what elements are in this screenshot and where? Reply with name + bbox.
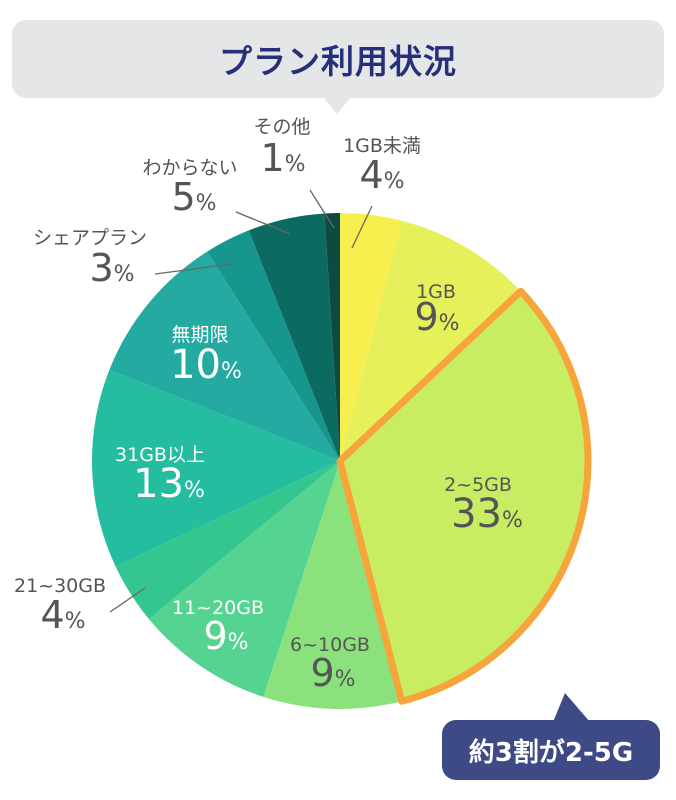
title-bubble: プラン利用状況 [12,20,664,98]
pie-slice-slice-8 [207,230,340,461]
pie-slice-slice-7 [109,251,340,461]
leader-line [309,189,335,229]
slice-value: 3% [89,246,134,290]
pie-slice-6-10gb [263,461,402,710]
slice-value: 4% [40,593,85,637]
leader-line [109,587,146,613]
slice-label: 21~30GB [14,575,106,597]
slice-value: 33% [451,491,523,537]
callout-badge: 約3割が2-5G [442,720,660,780]
pie-slice-slice-10 [324,213,340,461]
slice-label: 6~10GB [290,634,370,656]
slice-label: 11~20GB [172,597,264,619]
slice-label: 無期限 [171,324,228,346]
slice-value: 5% [171,175,216,219]
slice-value: 1% [260,136,305,180]
slice-label: 1GB未満 [343,135,421,157]
pie-slice-2-5gb [340,291,589,702]
pie-slice-31gb [92,369,341,567]
chart-title: プラン利用状況 [219,42,457,81]
pie-slice-21-30gb [115,461,340,620]
leader-line [351,205,373,249]
callout-tail [553,693,590,722]
highlight-outline [336,287,592,705]
slice-value: 9% [414,295,459,339]
slice-label: 2~5GB [444,474,512,496]
slice-label: わからない [142,157,237,179]
pie-slice-11-20gb [148,461,340,697]
pie-slice-1gb [340,220,521,461]
title-bubble-tail [322,96,352,114]
slice-label: その他 [253,116,310,138]
slice-value: 4% [359,153,404,197]
leader-line [154,263,233,275]
slice-label: 31GB以上 [115,444,205,466]
slice-value: 13% [133,461,205,507]
slice-value: 9% [310,651,355,695]
slice-value: 10% [170,342,242,388]
slice-label: シェアプラン [33,227,147,249]
slice-value: 9% [203,614,248,658]
leader-line [235,211,291,235]
pie-slice-slice-9 [248,213,340,461]
pie-slice-1gb [340,213,402,461]
slice-label: 1GB [416,281,456,303]
